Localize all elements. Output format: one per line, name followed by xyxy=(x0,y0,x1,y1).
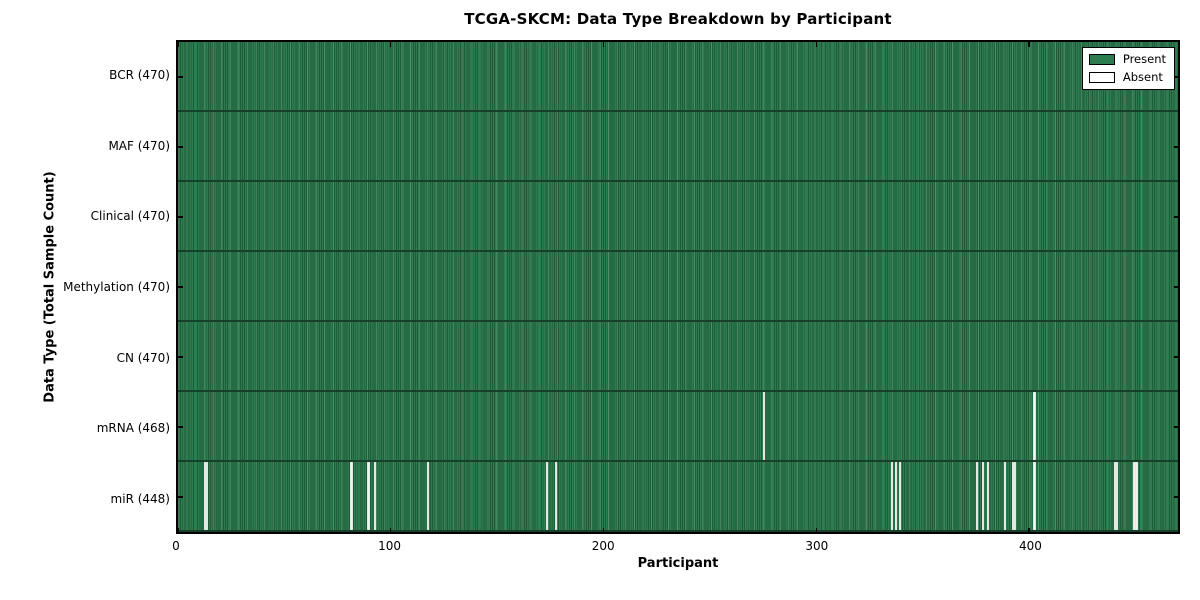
legend-item-present: Present xyxy=(1088,52,1166,66)
tick-mark xyxy=(1173,216,1178,218)
absent-bar xyxy=(890,462,893,530)
tick-mark xyxy=(178,496,183,498)
absent-bar xyxy=(367,462,370,530)
absent-bar xyxy=(763,392,766,460)
x-tick-label-100: 100 xyxy=(378,539,402,553)
legend-swatch-present xyxy=(1088,54,1115,65)
absent-bar xyxy=(1033,392,1036,460)
heatmap-row-maf xyxy=(178,112,1178,182)
absent-bar xyxy=(554,462,557,530)
tick-mark xyxy=(602,42,605,47)
absent-bar xyxy=(1012,462,1015,530)
tick-mark xyxy=(602,527,605,532)
tick-mark xyxy=(1173,426,1178,428)
heatmap-row-clinical xyxy=(178,182,1178,252)
x-tick-label-0: 0 xyxy=(172,539,180,553)
absent-bar xyxy=(350,462,353,530)
y-tick-label-mrna: mRNA (468) xyxy=(96,421,170,436)
legend-label-absent: Absent xyxy=(1122,70,1163,84)
y-tick-label-methylation: Methylation (470) xyxy=(63,280,170,294)
y-tick-labels: BCR (470) MAF (470) Clinical (470) Methylat… xyxy=(0,40,170,534)
tick-mark xyxy=(178,146,183,148)
heatmap-row-cn xyxy=(178,322,1178,392)
absent-bar xyxy=(1114,462,1117,530)
absent-bar xyxy=(373,462,376,530)
absent-bar xyxy=(895,462,898,530)
y-tick-label-bcr: BCR (470) xyxy=(109,68,170,83)
x-tick-label-300: 300 xyxy=(805,539,829,553)
absent-bar xyxy=(1116,462,1119,530)
absent-bar xyxy=(426,462,430,530)
heatmap-row-mrna xyxy=(178,392,1178,462)
tick-mark xyxy=(815,42,817,47)
absent-bar xyxy=(205,462,208,530)
chart-title: TCGA-SKCM: Data Type Breakdown by Partic… xyxy=(464,10,892,28)
tick-mark xyxy=(1028,527,1030,532)
x-tick-labels: 0 100 200 300 400 xyxy=(172,539,1180,555)
heatmap-row-methylation xyxy=(178,252,1178,322)
y-tick-label-maf: MAF (470) xyxy=(108,138,170,153)
legend: Present Absent xyxy=(1081,47,1175,90)
tick-mark xyxy=(1028,42,1030,47)
absent-bar xyxy=(986,462,989,530)
tick-mark xyxy=(177,42,179,47)
tick-mark xyxy=(815,527,817,532)
absent-bar xyxy=(982,462,985,530)
tick-mark xyxy=(1173,286,1178,288)
absent-bar xyxy=(899,462,902,530)
tick-mark xyxy=(178,356,183,358)
plot-area: Present Absent xyxy=(176,40,1180,534)
absent-bar xyxy=(546,462,549,530)
x-tick-label-400: 400 xyxy=(1019,539,1042,553)
absent-bar xyxy=(1003,462,1006,530)
tick-mark xyxy=(1173,76,1178,78)
absent-bar xyxy=(1014,462,1017,530)
heatmap-row-mir xyxy=(178,462,1178,532)
absent-bar xyxy=(1033,462,1036,530)
absent-bar xyxy=(203,462,206,530)
tick-mark xyxy=(178,286,183,288)
heatmap-row-bcr xyxy=(178,42,1178,112)
tick-mark xyxy=(178,216,183,218)
tick-mark xyxy=(178,76,183,78)
legend-item-absent: Absent xyxy=(1088,70,1166,84)
absent-bar xyxy=(975,462,979,530)
x-axis-label: Participant xyxy=(637,556,719,571)
y-tick-label-cn: CN (470) xyxy=(116,350,170,365)
y-tick-label-clinical: Clinical (470) xyxy=(90,209,170,224)
tick-mark xyxy=(177,527,179,532)
legend-swatch-absent xyxy=(1088,72,1115,83)
tick-mark xyxy=(390,42,392,47)
tick-mark xyxy=(1173,496,1178,498)
absent-bar xyxy=(1135,462,1138,530)
absent-bar xyxy=(1133,462,1136,530)
tick-mark xyxy=(178,426,183,428)
tick-mark xyxy=(1173,356,1178,358)
y-tick-label-mir: miR (448) xyxy=(110,491,170,506)
tick-mark xyxy=(1173,146,1178,148)
legend-label-present: Present xyxy=(1122,52,1166,66)
x-tick-label-200: 200 xyxy=(591,539,615,553)
tick-mark xyxy=(390,527,392,532)
